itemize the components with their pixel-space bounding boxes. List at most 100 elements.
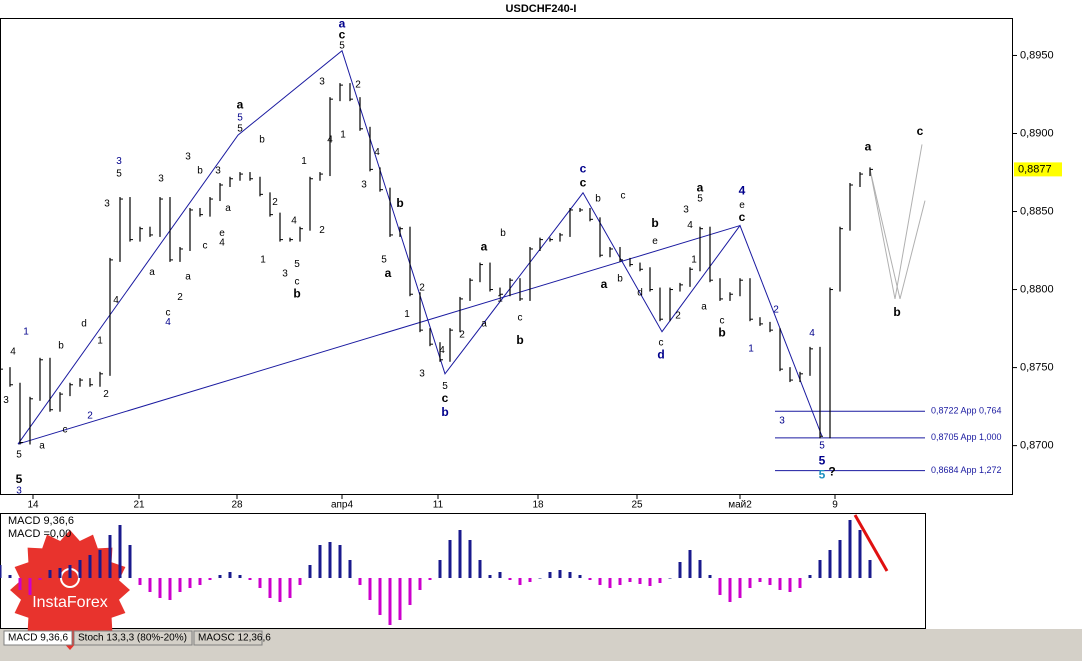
macd-bar [318,545,322,578]
macd-bar [668,578,672,579]
wave-label: 1 [748,343,754,354]
wave-label: b [617,273,623,284]
macd-bar [278,578,282,602]
macd-bar [418,578,422,590]
macd-bar [838,540,842,578]
price-frame [0,18,1013,495]
wave-label: 4 [374,147,380,158]
macd-bar [138,578,142,585]
indicator-tab-label[interactable]: MAOSC 12,36,6 [198,633,271,644]
wave-label: 4 [291,216,297,227]
macd-bar [408,578,412,605]
wave-label: 4 [687,220,693,231]
wave-label: 3 [779,415,785,426]
wave-label: 3 [419,368,425,379]
wave-label: 5 [819,467,826,481]
wave-label: 1 [301,156,307,167]
macd-bar [0,565,2,578]
indicator-tab[interactable] [3,630,73,646]
wave-label: b [893,305,900,319]
macd-bar [638,578,642,584]
wave-label: 5 [16,450,22,461]
macd-bar [858,530,862,578]
macd-bar [368,578,372,600]
wave-label: 3 [215,166,221,177]
macd-bar [18,578,22,590]
fib-label: 0,8722 App 0,764 [931,406,1002,416]
wave-label: 4 [113,295,119,306]
macd-bar [768,578,772,585]
wave-label: 5 [819,453,826,467]
macd-bar [868,560,872,578]
indicator-tab-label[interactable]: Stoch 13,3,3 (80%-20%) [78,633,187,644]
macd-bar [588,578,592,580]
wave-label: 1 [340,130,346,141]
wave-label: 3 [16,486,22,497]
wave-label: c [580,176,587,190]
wave-label: a [149,267,155,278]
wave-label: 4 [739,183,746,197]
macd-bar [178,578,182,592]
wave-label: c [720,315,725,326]
wave-label: 1 [23,326,29,337]
wave-label: 1 [404,309,410,320]
wave-label: a [481,240,488,254]
macd-bar [248,578,252,580]
wave-label: a [39,440,45,451]
macd-bar [308,565,312,578]
wave-label: 5 [339,41,345,52]
macd-bar [198,578,202,585]
wave-label: 5 [442,381,448,392]
macd-bar [508,578,512,580]
macd-bar [258,578,262,588]
wave-label: 3 [319,77,325,88]
macd-bar [528,578,532,582]
macd-bar [498,572,502,578]
wave-label: b [197,166,203,177]
indicator-tab[interactable] [193,630,263,646]
indicator-tab[interactable] [73,630,193,646]
y-tick-label: 0,8800 [1020,283,1054,295]
wave-line [869,169,926,300]
macd-bar [708,575,712,578]
wave-label: 3 [104,198,110,209]
wave-label: e [219,228,225,239]
indicator-tab-label[interactable]: MACD 9,36,6 [8,633,68,644]
wave-label: b [500,228,506,239]
macd-bar [618,578,622,585]
wave-label: 1 [97,336,103,347]
wave-label: e [739,200,745,211]
wave-label: 5 [294,259,300,270]
macd-bar [688,550,692,578]
wave-label: 5 [381,255,387,266]
wave-label: e [652,236,658,247]
macd-bar [748,578,752,588]
macd-bar [388,578,392,625]
macd-bar [118,525,122,578]
macd-bar [478,560,482,578]
wave-label: 3 [158,173,164,184]
wave-label: 4 [10,347,16,358]
macd-bar [208,578,212,580]
wave-label: 5 [116,169,122,180]
last-price-box [1014,162,1062,177]
wave-label: 5 [237,113,243,124]
macd-bar [558,570,562,578]
wave-label: 2 [675,311,681,322]
wave-label: 3 [282,269,288,280]
wave-label: b [516,333,523,347]
wave-label: c [442,391,449,405]
wave-label: 1 [260,255,266,266]
wave-label: c [580,162,587,176]
wave-label: 1 [691,255,697,266]
chart-title: USDCHF240-I [506,3,577,15]
x-tick-label: 9 [832,500,838,511]
wave-label: d [637,287,643,298]
macd-bar [48,570,52,578]
macd-bar [678,562,682,578]
wave-label: 5 [697,194,703,205]
wave-label: 2 [419,283,425,294]
macd-bar [728,578,732,602]
wave-label: 4 [165,317,171,328]
